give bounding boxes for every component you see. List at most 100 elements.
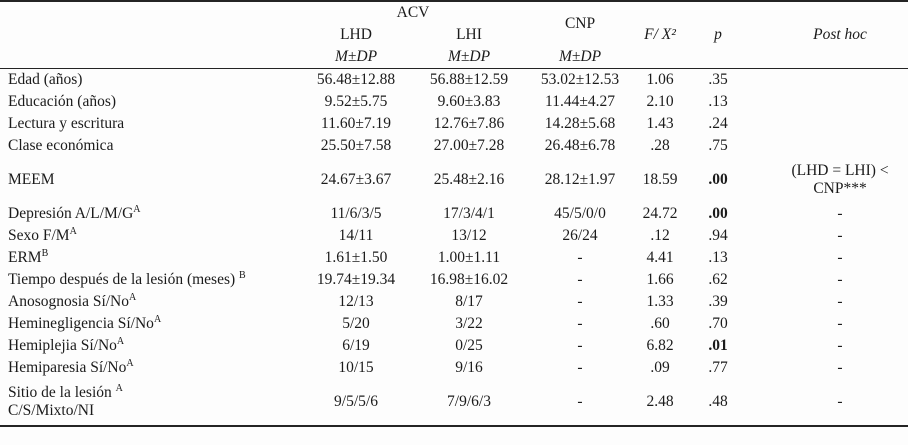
cell-lhd: 9.52±5.75 — [324, 93, 388, 111]
table-row: Educación (años) 9.52±5.75 9.60±3.83 11.… — [0, 91, 908, 113]
header-row-subgroups: LHD LHI — [0, 24, 908, 46]
cell-statistic: 2.48 — [646, 393, 674, 411]
cell-cnp: 53.02±12.53 — [540, 71, 620, 89]
cell-p: .75 — [708, 137, 728, 155]
cell-p: .35 — [708, 71, 728, 89]
column-header-p: p — [714, 26, 722, 44]
cell-p: .48 — [708, 393, 728, 411]
row-label-superscript: A — [116, 336, 125, 348]
cell-cnp: 26.48±6.78 — [544, 137, 616, 155]
cell-lhi: 56.88±12.59 — [429, 71, 509, 89]
cell-lhd: 14/11 — [338, 227, 374, 245]
group-comparison-table: ACV CNP F/ X² p Post hoc LHD LHI M±DP M±… — [0, 0, 908, 427]
cell-posthoc — [750, 69, 908, 92]
row-label-superscript: A — [153, 314, 162, 326]
cell-lhi: 9.60±3.83 — [437, 93, 501, 111]
cell-lhd: 12/13 — [338, 293, 374, 311]
cell-p: .13 — [708, 249, 728, 267]
cell-p: .94 — [708, 227, 728, 245]
table-row: Edad (años) 56.48±12.88 56.88±12.59 53.0… — [0, 69, 908, 92]
cell-lhi: 0/25 — [455, 337, 483, 355]
row-label: Lectura y escritura — [8, 115, 125, 133]
table-row: Sitio de la lesión A C/S/Mixto/NI 9/5/5/6… — [0, 379, 908, 426]
cell-p: .70 — [708, 315, 728, 333]
cell-lhd: 6/19 — [342, 337, 370, 355]
cell-p: .00 — [708, 205, 728, 223]
table-row: Clase económica 25.50±7.58 27.00±7.28 26… — [0, 135, 908, 157]
cell-statistic: 18.59 — [642, 171, 678, 189]
measure-label-cnp: M±DP — [558, 48, 602, 66]
cell-posthoc: - — [837, 205, 843, 223]
measure-label-lhd: M±DP — [334, 48, 378, 66]
column-header-cnp: CNP — [564, 15, 596, 33]
cell-posthoc — [750, 91, 908, 113]
cell-p: .39 — [708, 293, 728, 311]
column-header-statistic: F/ X² — [644, 26, 676, 44]
row-label: Heminegligencia Sí/NoA — [8, 314, 162, 333]
cell-statistic: .09 — [650, 359, 670, 377]
header-empty-cell — [0, 1, 300, 69]
table-row: Sexo F/MA 14/11 13/12 26/24 .12 .94 - — [0, 225, 908, 247]
row-label: Hemiplejia Sí/NoA — [8, 336, 125, 355]
cell-statistic: 1.66 — [646, 271, 674, 289]
table-header: ACV CNP F/ X² p Post hoc LHD LHI M±DP M±… — [0, 1, 908, 69]
cell-posthoc: - — [837, 315, 843, 333]
table-body: Edad (años) 56.48±12.88 56.88±12.59 53.0… — [0, 69, 908, 427]
cell-lhi: 9/16 — [455, 359, 483, 377]
column-header-posthoc: Post hoc — [813, 26, 867, 44]
table-row: Hemiparesia Sí/NoA 10/15 9/16 - .09 .77 … — [0, 357, 908, 379]
cell-posthoc: - — [837, 227, 843, 245]
table-row: Tiempo después de la lesión (meses) B 19… — [0, 269, 908, 291]
cell-cnp: - — [577, 271, 583, 289]
row-label: Educación (años) — [8, 93, 117, 111]
column-group-acv: ACV — [396, 4, 430, 22]
column-header-lhd: LHD — [340, 26, 372, 44]
cell-cnp: - — [577, 359, 583, 377]
row-label-superscript: A — [126, 358, 134, 370]
cell-cnp: - — [577, 249, 583, 267]
measure-label-lhi: M±DP — [447, 48, 491, 66]
cell-lhd: 11.60±7.19 — [321, 115, 391, 133]
row-label: Anosognosia Sí/NoA — [8, 292, 137, 311]
cell-statistic: 2.10 — [646, 93, 674, 111]
cell-p: .13 — [708, 93, 728, 111]
cell-lhd: 5/20 — [342, 315, 370, 333]
cell-lhi: 16.98±16.02 — [429, 271, 509, 289]
row-label: Sexo F/MA — [8, 226, 77, 245]
cell-statistic: 24.72 — [642, 205, 678, 223]
cell-statistic: .28 — [650, 137, 670, 155]
cell-posthoc: - — [837, 293, 843, 311]
cell-lhi: 7/9/6/3 — [447, 393, 491, 411]
cell-cnp: - — [577, 393, 583, 411]
cell-lhi: 8/17 — [455, 293, 483, 311]
cell-lhd: 25.50±7.58 — [320, 137, 392, 155]
cell-statistic: 4.41 — [646, 249, 674, 267]
row-label: Edad (años) — [8, 71, 83, 89]
cell-posthoc: (LHD = LHI) < CNP*** — [791, 162, 889, 197]
cell-cnp: - — [577, 293, 583, 311]
column-header-lhi: LHI — [456, 26, 482, 44]
row-label-superscript: A — [69, 226, 77, 238]
cell-posthoc: - — [837, 249, 843, 267]
row-label-superscript: A — [115, 382, 123, 394]
header-row-measures: M±DP M±DP M±DP — [0, 46, 908, 69]
row-label: Depresión A/L/M/GA — [8, 204, 141, 223]
row-label-superscript: A — [129, 292, 137, 304]
cell-lhi: 1.00±1.11 — [437, 249, 501, 267]
table-row: MEEM 24.67±3.67 25.48±2.16 28.12±1.97 18… — [0, 157, 908, 203]
cell-statistic: .60 — [650, 315, 670, 333]
cell-lhi: 17/3/4/1 — [443, 205, 495, 223]
cell-lhd: 24.67±3.67 — [320, 171, 392, 189]
row-label: Hemiparesia Sí/NoA — [8, 358, 134, 377]
cell-p: .62 — [708, 271, 728, 289]
cell-p: .24 — [708, 115, 728, 133]
cell-posthoc: - — [837, 271, 843, 289]
cell-cnp: 28.12±1.97 — [544, 171, 616, 189]
cell-posthoc: - — [837, 337, 843, 355]
cell-posthoc — [750, 113, 908, 135]
table-row: Anosognosia Sí/NoA 12/13 8/17 - 1.33 .39… — [0, 291, 908, 313]
cell-statistic: 1.43 — [646, 115, 674, 133]
cell-p: .00 — [708, 171, 728, 189]
cell-lhd: 11/6/3/5 — [330, 205, 382, 223]
cell-lhi: 13/12 — [451, 227, 487, 245]
